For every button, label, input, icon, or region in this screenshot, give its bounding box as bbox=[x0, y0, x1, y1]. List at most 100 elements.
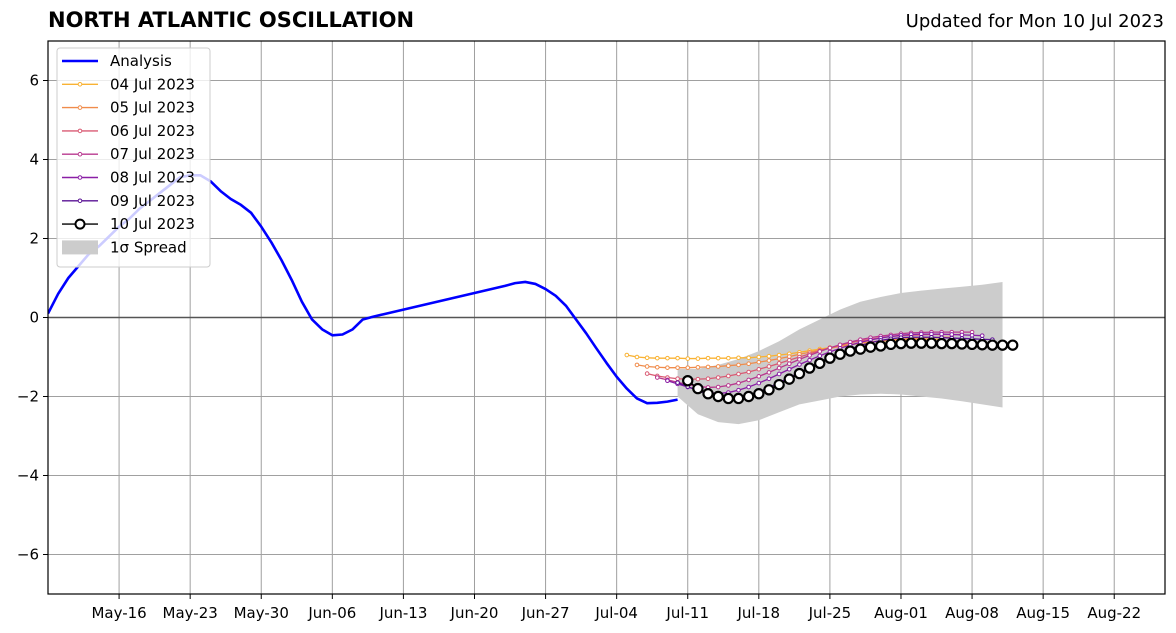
forecast-point bbox=[705, 376, 711, 382]
forecast-point bbox=[773, 378, 785, 391]
forecast-point bbox=[675, 355, 680, 361]
forecast-point bbox=[854, 343, 867, 355]
forecast-point bbox=[665, 378, 670, 384]
forecast-point bbox=[736, 362, 741, 368]
forecast-point bbox=[756, 380, 762, 386]
legend-marker bbox=[77, 128, 83, 134]
forecast-point bbox=[766, 353, 772, 359]
axes: May-16 May-23 May-30 Jun-06 Jun-13 Jun-20 Jun-… bbox=[17, 40, 1166, 622]
forecast-point bbox=[766, 364, 772, 369]
forecast-point bbox=[692, 382, 704, 395]
forecast-point bbox=[634, 362, 640, 368]
legend-marker bbox=[74, 218, 86, 230]
forecast-point bbox=[702, 388, 714, 400]
y-tick-label: −6 bbox=[17, 546, 39, 564]
forecast-point bbox=[766, 376, 772, 382]
forecast-point bbox=[746, 377, 751, 383]
forecast-point bbox=[766, 370, 772, 375]
forecast-point bbox=[736, 387, 741, 393]
forecast-point bbox=[746, 384, 751, 390]
forecast-point bbox=[736, 380, 741, 386]
forecast-point bbox=[844, 345, 856, 357]
forecast-point bbox=[776, 361, 782, 366]
forecast-point bbox=[763, 384, 775, 396]
y-tick-label: 0 bbox=[29, 309, 39, 327]
forecast-point bbox=[695, 364, 701, 370]
forecast-point bbox=[675, 365, 680, 370]
y-tick-label: −2 bbox=[17, 388, 39, 406]
forecast-point bbox=[715, 384, 721, 390]
legend-label: 08 Jul 2023 bbox=[110, 169, 195, 187]
forecast-point bbox=[726, 363, 731, 368]
forecast-point bbox=[786, 366, 792, 372]
forecast-point bbox=[654, 364, 660, 370]
x-tick-label: Jun-06 bbox=[307, 604, 356, 622]
forecast-point bbox=[803, 362, 816, 374]
x-tick-label: Aug-15 bbox=[1016, 604, 1070, 622]
chart-title: NORTH ATLANTIC OSCILLATION bbox=[48, 8, 415, 32]
forecast-point bbox=[756, 374, 762, 379]
forecast-point bbox=[685, 365, 691, 370]
forecast-point bbox=[665, 365, 670, 370]
forecast-point bbox=[746, 355, 751, 361]
forecast-point bbox=[634, 354, 640, 360]
forecast-point bbox=[746, 361, 751, 367]
forecast-point bbox=[834, 348, 846, 360]
x-tick-label: Jun-20 bbox=[450, 604, 499, 622]
x-tick-label: Jul-04 bbox=[594, 604, 638, 622]
legend-marker bbox=[77, 151, 83, 157]
forecast-point bbox=[895, 337, 907, 350]
legend-label: 05 Jul 2023 bbox=[110, 99, 195, 117]
forecast-point bbox=[776, 371, 782, 377]
forecast-point bbox=[966, 338, 978, 351]
forecast-point bbox=[776, 365, 782, 371]
forecast-point bbox=[715, 364, 721, 369]
forecast-point bbox=[756, 354, 762, 360]
legend-label: 07 Jul 2023 bbox=[110, 145, 195, 163]
x-tick-label: Jun-27 bbox=[521, 604, 570, 622]
legend-swatch bbox=[62, 240, 98, 255]
forecast-point bbox=[905, 337, 917, 349]
x-tick-label: Jul-18 bbox=[737, 604, 781, 622]
updated-date: Updated for Mon 10 Jul 2023 bbox=[905, 11, 1164, 32]
forecast-point bbox=[756, 359, 762, 365]
forecast-point bbox=[654, 375, 660, 380]
forecast-point bbox=[726, 373, 731, 379]
forecast-point bbox=[885, 338, 897, 351]
x-tick-label: May-30 bbox=[234, 604, 289, 622]
y-tick-label: −4 bbox=[17, 467, 39, 485]
y-tick-label: 4 bbox=[29, 151, 39, 169]
forecast-point bbox=[935, 337, 948, 350]
forecast-point bbox=[742, 390, 755, 403]
forecast-point bbox=[797, 357, 802, 362]
forecast-point bbox=[715, 375, 721, 380]
forecast-point bbox=[756, 366, 762, 372]
legend-box bbox=[56, 47, 211, 268]
forecast-point bbox=[996, 339, 1009, 351]
legend-label: 06 Jul 2023 bbox=[110, 122, 195, 140]
forecast-point bbox=[736, 355, 741, 361]
forecast-point bbox=[817, 349, 823, 354]
plot-frame bbox=[47, 40, 1166, 595]
legend-label: 04 Jul 2023 bbox=[110, 75, 195, 93]
legend-marker bbox=[77, 82, 83, 87]
x-tick-label: Jul-25 bbox=[808, 604, 852, 622]
legend-marker bbox=[77, 105, 83, 110]
legend-label: 09 Jul 2023 bbox=[110, 192, 195, 210]
forecast-point bbox=[817, 353, 823, 359]
forecast-point bbox=[726, 355, 731, 361]
forecast-point bbox=[644, 371, 650, 376]
y-tick-label: 6 bbox=[29, 72, 39, 90]
forecast-point bbox=[726, 383, 731, 388]
forecast-point bbox=[793, 367, 806, 380]
forecast-point bbox=[753, 388, 765, 400]
forecast-point bbox=[722, 392, 735, 405]
forecast-point bbox=[695, 376, 701, 382]
forecast-point bbox=[915, 337, 927, 349]
x-tick-label: Aug-01 bbox=[874, 604, 928, 622]
forecast-point bbox=[766, 358, 772, 363]
forecast-point bbox=[976, 339, 988, 351]
legend-label: Analysis bbox=[110, 52, 172, 70]
x-tick-label: May-23 bbox=[163, 604, 218, 622]
forecast-point bbox=[705, 355, 711, 361]
